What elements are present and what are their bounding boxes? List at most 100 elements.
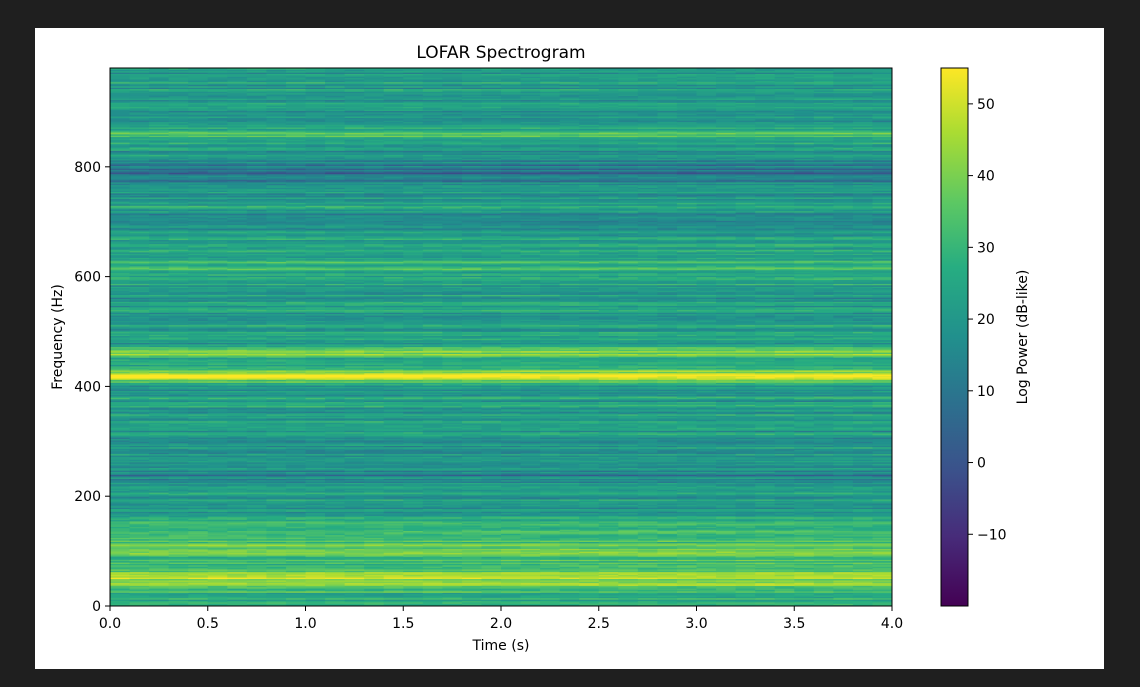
heatmap-cell — [676, 599, 697, 602]
heatmap-cell — [403, 541, 424, 544]
heatmap-cell — [442, 536, 463, 538]
heatmap-cell — [266, 566, 287, 569]
heatmap-cell — [540, 586, 561, 589]
heatmap-cell — [403, 534, 424, 537]
heatmap-cell — [325, 574, 346, 577]
heatmap-cell — [833, 544, 854, 547]
heatmap-cell — [383, 536, 404, 538]
heatmap-cell — [520, 578, 541, 581]
heatmap-cell — [579, 544, 600, 547]
heatmap-cell — [755, 518, 776, 521]
heatmap-cell — [285, 596, 306, 599]
heatmap-cell — [403, 527, 424, 530]
heatmap-cell — [540, 600, 561, 603]
heatmap-cell — [813, 548, 834, 551]
heatmap-cell — [520, 581, 541, 584]
heatmap-cell — [852, 588, 873, 591]
heatmap-cell — [129, 592, 150, 595]
heatmap-cell — [813, 549, 834, 552]
heatmap-cell — [598, 534, 619, 537]
heatmap-cell — [540, 596, 561, 599]
heatmap-cell — [149, 552, 170, 555]
heatmap-cell — [481, 540, 502, 542]
heatmap-cell — [872, 563, 892, 566]
heatmap-cell — [383, 585, 404, 588]
heatmap-cell — [676, 564, 697, 567]
heatmap-cell — [227, 601, 248, 604]
heatmap-cell — [481, 600, 502, 603]
heatmap-cell — [344, 566, 365, 569]
heatmap-cell — [325, 581, 346, 584]
heatmap-cell — [188, 564, 209, 567]
heatmap-cell — [188, 549, 209, 552]
heatmap-cell — [246, 530, 267, 533]
heatmap-cell — [149, 555, 170, 558]
heatmap-cell — [481, 531, 502, 534]
heatmap-cell — [755, 542, 776, 545]
heatmap-cell — [696, 568, 717, 571]
heatmap-cell — [540, 545, 561, 548]
heatmap-cell — [735, 589, 756, 592]
heatmap-cell — [852, 531, 873, 534]
heatmap-cell — [422, 573, 443, 575]
heatmap-cell — [598, 563, 619, 566]
heatmap-cell — [129, 578, 150, 581]
heatmap-cell — [676, 538, 697, 541]
heatmap-cell — [110, 585, 131, 588]
heatmap-cell — [598, 537, 619, 540]
heatmap-cell — [188, 519, 209, 522]
heatmap-cell — [481, 563, 502, 566]
heatmap-cell — [520, 529, 541, 532]
heatmap-cell — [872, 523, 892, 526]
heatmap-cell — [110, 546, 131, 549]
heatmap-cell — [813, 601, 834, 604]
heatmap-cell — [403, 563, 424, 566]
heatmap-cell — [266, 568, 287, 571]
heatmap-cell — [461, 601, 482, 604]
heatmap-cell — [227, 574, 248, 577]
heatmap-cell — [501, 541, 522, 544]
heatmap-cell — [755, 559, 776, 562]
heatmap-cell — [833, 581, 854, 584]
heatmap-cell — [266, 533, 287, 536]
heatmap-cell — [188, 555, 209, 558]
heatmap-cell — [442, 603, 463, 606]
heatmap-cell — [520, 603, 541, 606]
heatmap-cell — [403, 557, 424, 560]
heatmap-cell — [266, 534, 287, 537]
heatmap-cell — [520, 586, 541, 589]
heatmap-cell — [149, 578, 170, 581]
heatmap-cell — [774, 570, 795, 573]
heatmap-cell — [481, 592, 502, 595]
heatmap-cell — [188, 570, 209, 573]
heatmap-cell — [579, 530, 600, 533]
heatmap-cell — [422, 525, 443, 527]
heatmap-cell — [188, 560, 209, 563]
heatmap-cell — [579, 579, 600, 582]
heatmap-cell — [833, 574, 854, 577]
heatmap-cell — [422, 570, 443, 573]
heatmap-cell — [813, 578, 834, 581]
heatmap-cell — [285, 592, 306, 595]
heatmap-cell — [794, 599, 815, 602]
heatmap-cell — [325, 599, 346, 602]
heatmap-cell — [618, 588, 639, 591]
heatmap-cell — [579, 592, 600, 595]
heatmap-cell — [481, 578, 502, 581]
heatmap-cell — [520, 557, 541, 560]
heatmap-cell — [325, 540, 346, 542]
heatmap-cell — [657, 555, 678, 558]
heatmap-cell — [305, 588, 326, 591]
heatmap-cell — [168, 578, 189, 581]
heatmap-cell — [676, 581, 697, 584]
heatmap-cell — [696, 536, 717, 538]
heatmap-cell — [110, 534, 131, 537]
heatmap-cell — [579, 525, 600, 527]
heatmap-cell — [305, 541, 326, 544]
heatmap-cell — [227, 585, 248, 588]
heatmap-cell — [872, 573, 892, 575]
heatmap-cell — [872, 526, 892, 529]
heatmap-cell — [637, 555, 658, 558]
heatmap-cell — [207, 542, 228, 545]
heatmap-cell — [442, 578, 463, 581]
